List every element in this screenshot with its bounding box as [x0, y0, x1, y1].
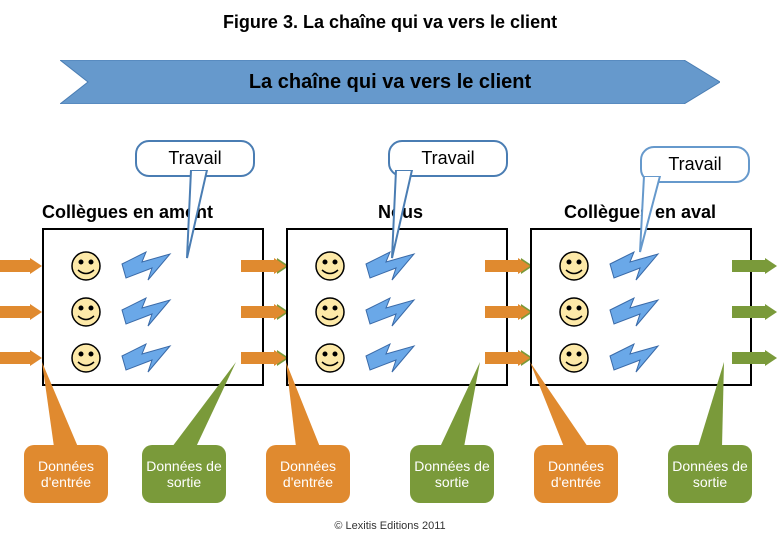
banner-text: La chaîne qui va vers le client	[60, 60, 720, 104]
input-arrow	[0, 350, 42, 366]
copyright-text: © Lexitis Editions 2011	[0, 520, 780, 532]
lightning-bolt-icon	[364, 294, 419, 328]
travail-callout-tail-2	[638, 176, 678, 254]
data-sortie-callout: Données de sortie	[668, 445, 752, 503]
smiley-icon	[70, 250, 102, 282]
smiley-icon	[314, 250, 346, 282]
lightning-bolt-icon	[120, 248, 175, 282]
output-arrow	[732, 258, 777, 274]
chain-banner: La chaîne qui va vers le client	[60, 60, 720, 104]
input-arrow	[0, 304, 42, 320]
data-callout-tail	[528, 362, 592, 451]
smiley-icon	[314, 296, 346, 328]
data-callout-tail	[170, 362, 240, 451]
lightning-bolt-icon	[364, 340, 419, 374]
travail-callout-tail-0	[185, 170, 225, 260]
lightning-bolt-icon	[120, 340, 175, 374]
output-arrow	[732, 350, 777, 366]
input-arrow	[241, 350, 286, 366]
input-arrow	[0, 258, 42, 274]
data-entree-callout: Données d'entrée	[534, 445, 618, 503]
lightning-bolt-icon	[120, 294, 175, 328]
input-arrow	[241, 304, 286, 320]
smiley-icon	[558, 296, 590, 328]
input-arrow	[485, 350, 530, 366]
data-callout-tail	[438, 362, 484, 451]
smiley-icon	[70, 296, 102, 328]
data-callout-tail	[284, 362, 324, 451]
smiley-icon	[558, 250, 590, 282]
data-sortie-callout: Données de sortie	[410, 445, 494, 503]
data-callout-tail	[696, 362, 728, 451]
input-arrow	[485, 258, 530, 274]
data-entree-callout: Données d'entrée	[266, 445, 350, 503]
output-arrow	[732, 304, 777, 320]
figure-title: Figure 3. La chaîne qui va vers le clien…	[0, 0, 780, 33]
data-entree-callout: Données d'entrée	[24, 445, 108, 503]
input-arrow	[485, 304, 530, 320]
input-arrow	[241, 258, 286, 274]
travail-callout-tail-1	[390, 170, 430, 260]
lightning-bolt-icon	[608, 294, 663, 328]
data-sortie-callout: Données de sortie	[142, 445, 226, 503]
lightning-bolt-icon	[608, 340, 663, 374]
data-callout-tail	[40, 362, 82, 451]
